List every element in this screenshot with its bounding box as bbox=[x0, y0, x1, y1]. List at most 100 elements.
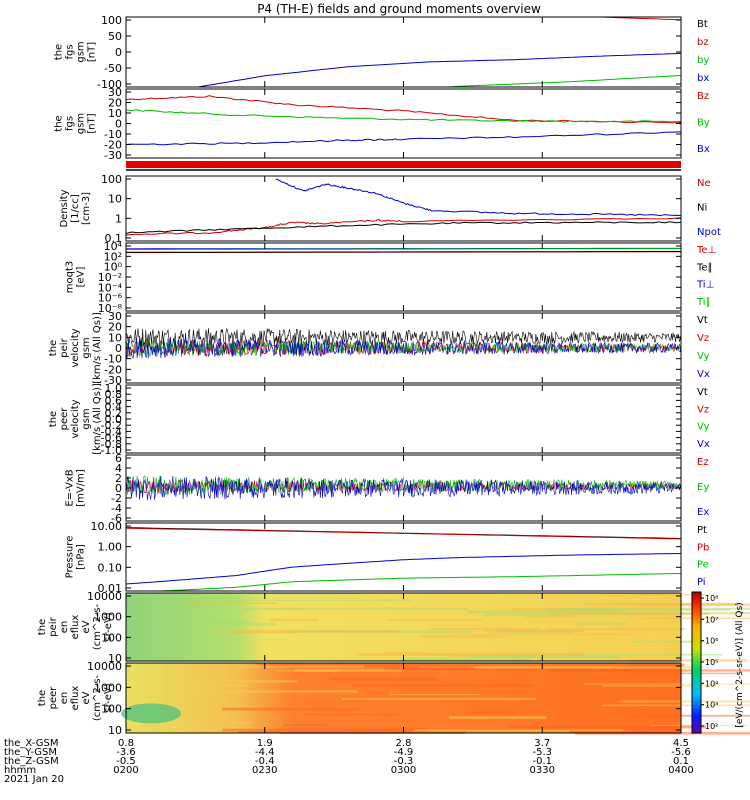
y-tick-label: 10² bbox=[104, 250, 122, 263]
x-info-value: 0.8 bbox=[118, 738, 134, 749]
legend-entry: Ti⊥ bbox=[696, 280, 714, 291]
y-axis-label-line: peir bbox=[59, 337, 70, 357]
y-axis-label-line: eflux bbox=[70, 686, 81, 711]
x-info-row-label: the_Z-GSM bbox=[4, 756, 59, 767]
y-tick-label: 1.00 bbox=[98, 541, 123, 554]
x-info-value: 2.8 bbox=[396, 738, 412, 749]
spectrogram-band bbox=[524, 615, 579, 618]
y-axis-label-line: peer bbox=[48, 686, 59, 710]
series-line-Pi bbox=[126, 553, 681, 585]
legend-entry: Te∥ bbox=[696, 262, 713, 273]
y-tick-label: 30 bbox=[108, 86, 122, 99]
panel-frame bbox=[125, 16, 682, 88]
spectrogram-band bbox=[341, 697, 536, 700]
spectrogram-band bbox=[489, 631, 574, 634]
legend-entry: Ne bbox=[697, 178, 711, 189]
y-tick-label: -50 bbox=[104, 62, 122, 75]
spectrogram-band bbox=[386, 618, 483, 621]
y-tick-label: 0.0 bbox=[105, 413, 123, 426]
y-tick-label: 10000 bbox=[87, 660, 122, 673]
y-axis-label-line: sr-eV) bbox=[103, 612, 114, 641]
y-axis-label-line: Pressure bbox=[65, 536, 76, 579]
figure-title: P4 (TH-E) fields and ground moments over… bbox=[257, 2, 541, 16]
panel-data bbox=[126, 95, 681, 146]
y-axis-label-line: [nT] bbox=[87, 42, 98, 62]
y-axis-label-line: fgs bbox=[65, 44, 76, 59]
series-line-By bbox=[126, 109, 681, 123]
spectrogram-band bbox=[545, 608, 730, 611]
y-tick-label: 10 bbox=[108, 107, 122, 120]
spectrogram-band bbox=[470, 711, 518, 714]
spectrogram-band bbox=[242, 607, 468, 611]
y-tick-label: 1000 bbox=[94, 611, 122, 624]
y-tick-label: 10⁻⁸ bbox=[98, 302, 123, 315]
y-axis-label-line: [km/s (All Qs)] bbox=[92, 383, 103, 455]
spectrogram-band bbox=[259, 665, 486, 667]
spectrogram-band bbox=[474, 666, 703, 669]
colorbar-tick-label: 10⁷ bbox=[705, 615, 718, 624]
y-tick-label: 20 bbox=[108, 97, 122, 110]
y-tick-label: -10 bbox=[104, 353, 122, 366]
x-info-value: -5.3 bbox=[532, 747, 552, 758]
y-axis-label-line: the bbox=[54, 44, 65, 60]
x-info-row-label: the_Y-GSM bbox=[4, 747, 57, 758]
y-axis-label-line: [nT] bbox=[87, 113, 98, 133]
legend-entry: Vz bbox=[697, 333, 709, 344]
x-info-value: -0.1 bbox=[532, 756, 552, 767]
y-tick-label: 0 bbox=[115, 342, 122, 355]
spectrogram-band bbox=[279, 731, 466, 734]
status-bar-strip bbox=[126, 161, 681, 168]
panel-fgs_total: 100 50 0 -50 -100 the fgs gsm [nT] Bt bz by bx bbox=[54, 14, 710, 91]
spectrogram-band bbox=[629, 714, 750, 717]
y-tick-label: 0.1 bbox=[105, 232, 123, 245]
spectrogram-band bbox=[212, 680, 297, 683]
legend-entry: Ez bbox=[697, 457, 709, 468]
spectrogram-band bbox=[238, 665, 364, 668]
legend-entry: Bx bbox=[697, 144, 710, 155]
y-tick-label: -20 bbox=[104, 363, 122, 376]
legend-entry: Bt bbox=[697, 19, 708, 30]
spectrogram-band bbox=[187, 602, 278, 605]
spectrogram-band bbox=[329, 677, 438, 681]
y-axis-label-line: the bbox=[54, 115, 65, 131]
x-axis-info: the_X-GSM 0.8 1.9 2.8 3.7 4.5 the_Y-GSM -3.6 -4.… bbox=[4, 738, 694, 785]
legend-entry: by bbox=[697, 55, 709, 66]
series-line-Ti∥ bbox=[126, 248, 681, 250]
y-tick-label: -10 bbox=[104, 128, 122, 141]
y-axis-label-line: eflux bbox=[70, 615, 81, 640]
spectrogram-band bbox=[559, 607, 750, 610]
x-info-value: 3.7 bbox=[534, 738, 550, 749]
legend-entry: By bbox=[697, 118, 710, 129]
y-tick-label: 0.10 bbox=[98, 561, 123, 574]
spectrogram-band bbox=[549, 669, 750, 672]
series-line-Ex bbox=[126, 475, 681, 501]
spectrogram-band bbox=[400, 657, 530, 661]
spectrogram-band bbox=[269, 618, 318, 622]
y-axis-label-line: the bbox=[37, 619, 48, 635]
spectrogram-band bbox=[249, 593, 362, 595]
y-axis-label: Density [1/cc] [cm-3] bbox=[59, 189, 92, 227]
y-tick-label: 100 bbox=[101, 14, 122, 27]
spectrogram-band bbox=[383, 652, 426, 654]
y-tick-label: -30 bbox=[104, 149, 122, 162]
series-line-bx bbox=[190, 52, 681, 87]
y-axis-label-line: peir bbox=[48, 616, 59, 636]
legend-entry: Vt bbox=[697, 387, 708, 398]
colorbar-tick-label: 10⁴ bbox=[705, 679, 718, 688]
legend-entry: Npot bbox=[697, 227, 721, 238]
spectrogram-band bbox=[602, 704, 750, 707]
spectrogram-band bbox=[620, 700, 750, 703]
series-line-Ne bbox=[126, 217, 681, 236]
x-info-value: 0230 bbox=[252, 765, 277, 776]
panel-frame bbox=[125, 88, 682, 159]
x-info-row-label: hhmm bbox=[4, 765, 36, 776]
legend-entry: Bz bbox=[697, 91, 709, 102]
spectrogram-band bbox=[158, 620, 250, 623]
y-tick-label: 0.8 bbox=[105, 388, 123, 401]
series-line-Bx bbox=[126, 131, 681, 146]
y-tick-label: 10⁻⁶ bbox=[98, 292, 123, 305]
